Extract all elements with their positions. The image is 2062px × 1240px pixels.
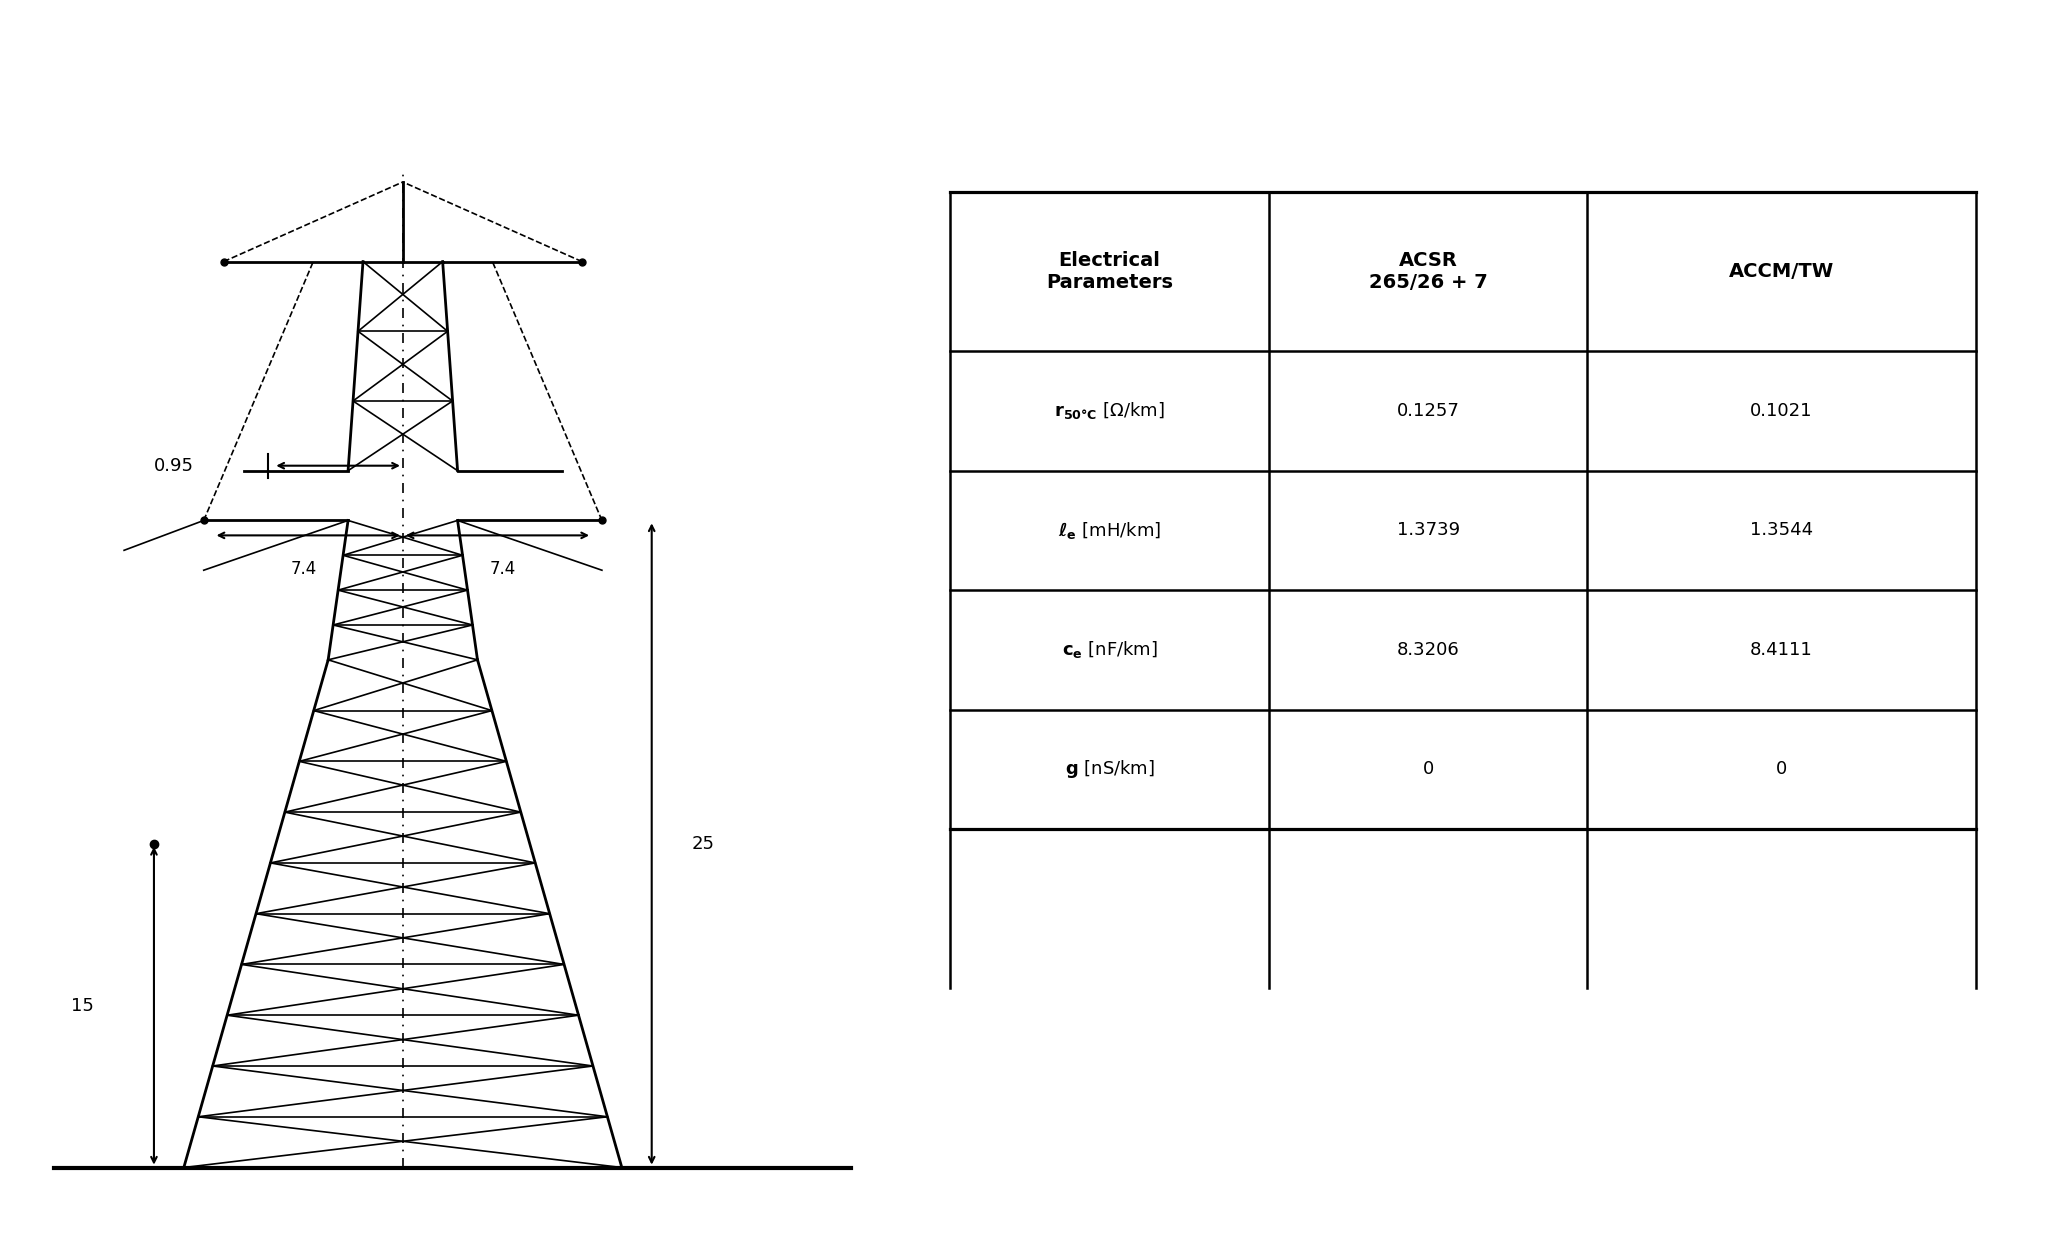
- Text: ACSR
265/26 + 7: ACSR 265/26 + 7: [1369, 250, 1487, 293]
- Text: 0.95: 0.95: [155, 456, 194, 475]
- Text: 8.3206: 8.3206: [1396, 641, 1460, 658]
- Text: ACCM/TW: ACCM/TW: [1730, 262, 1835, 281]
- Text: Electrical
Parameters: Electrical Parameters: [1045, 250, 1173, 293]
- Text: 0: 0: [1423, 760, 1433, 779]
- Text: 25: 25: [691, 835, 716, 853]
- Text: $\mathbf{\ell_e}$ [mH/km]: $\mathbf{\ell_e}$ [mH/km]: [1058, 520, 1161, 541]
- Text: $\mathbf{r_{50°C}}$ [Ω/km]: $\mathbf{r_{50°C}}$ [Ω/km]: [1054, 401, 1165, 422]
- Text: 7.4: 7.4: [291, 560, 315, 578]
- Text: 1.3739: 1.3739: [1396, 521, 1460, 539]
- Text: 0.1257: 0.1257: [1396, 402, 1460, 420]
- Text: 1.3544: 1.3544: [1751, 521, 1812, 539]
- Text: 7.4: 7.4: [489, 560, 516, 578]
- Text: 0: 0: [1775, 760, 1788, 779]
- Text: $\mathbf{g}$ [nS/km]: $\mathbf{g}$ [nS/km]: [1064, 759, 1155, 780]
- Text: 15: 15: [72, 997, 95, 1014]
- Text: $\mathbf{c_e}$ [nF/km]: $\mathbf{c_e}$ [nF/km]: [1062, 640, 1157, 661]
- Text: 0.1021: 0.1021: [1751, 402, 1812, 420]
- Text: 8.4111: 8.4111: [1751, 641, 1812, 658]
